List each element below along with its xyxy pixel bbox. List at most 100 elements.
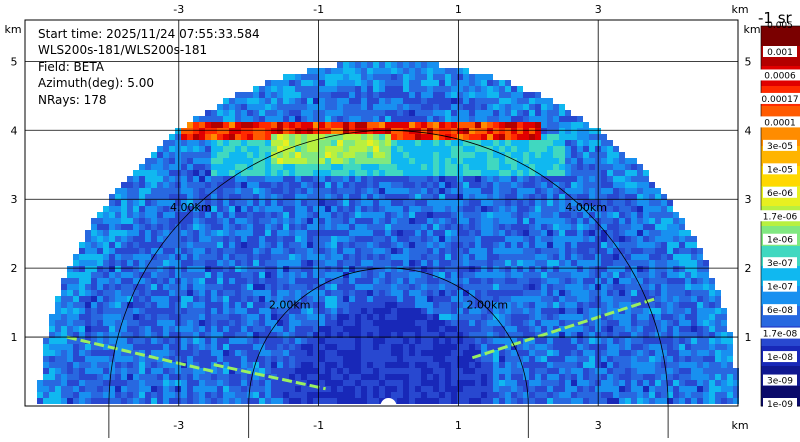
heatmap-cell xyxy=(169,380,175,386)
heatmap-cell xyxy=(271,140,277,146)
heatmap-cell xyxy=(601,182,607,188)
heatmap-cell xyxy=(307,152,313,158)
heatmap-cell xyxy=(319,98,325,104)
heatmap-cell xyxy=(439,98,445,104)
heatmap-cell xyxy=(481,158,487,164)
heatmap-cell xyxy=(517,326,523,332)
heatmap-cell xyxy=(481,128,487,134)
heatmap-cell xyxy=(439,260,445,266)
heatmap-cell xyxy=(193,344,199,350)
heatmap-cell xyxy=(301,122,307,128)
heatmap-cell xyxy=(187,278,193,284)
heatmap-cell xyxy=(607,380,613,386)
heatmap-cell xyxy=(661,338,667,344)
heatmap-cell xyxy=(73,350,79,356)
heatmap-cell xyxy=(457,122,463,128)
heatmap-cell xyxy=(319,362,325,368)
heatmap-cell xyxy=(313,314,319,320)
heatmap-cell xyxy=(349,86,355,92)
heatmap-cell xyxy=(499,92,505,98)
heatmap-cell xyxy=(295,254,301,260)
heatmap-cell xyxy=(67,380,73,386)
heatmap-cell xyxy=(133,326,139,332)
heatmap-cell xyxy=(469,98,475,104)
heatmap-cell xyxy=(349,290,355,296)
heatmap-cell xyxy=(367,230,373,236)
heatmap-cell xyxy=(439,320,445,326)
heatmap-cell xyxy=(277,194,283,200)
heatmap-cell xyxy=(361,338,367,344)
heatmap-cell xyxy=(361,380,367,386)
heatmap-cell xyxy=(319,86,325,92)
heatmap-cell xyxy=(181,182,187,188)
heatmap-cell xyxy=(529,254,535,260)
heatmap-cell xyxy=(517,248,523,254)
heatmap-cell xyxy=(349,242,355,248)
heatmap-cell xyxy=(499,80,505,86)
heatmap-cell xyxy=(187,338,193,344)
heatmap-cell xyxy=(295,242,301,248)
heatmap-cell xyxy=(649,302,655,308)
heatmap-cell xyxy=(265,332,271,338)
heatmap-cell xyxy=(463,92,469,98)
heatmap-cell xyxy=(229,104,235,110)
heatmap-cell xyxy=(511,326,517,332)
heatmap-cell xyxy=(253,386,259,392)
heatmap-cell xyxy=(451,140,457,146)
heatmap-cell xyxy=(433,374,439,380)
heatmap-cell xyxy=(403,380,409,386)
heatmap-cell xyxy=(415,308,421,314)
heatmap-cell xyxy=(229,386,235,392)
heatmap-cell xyxy=(505,110,511,116)
heatmap-cell xyxy=(103,350,109,356)
heatmap-cell xyxy=(253,278,259,284)
heatmap-cell xyxy=(193,254,199,260)
heatmap-cell xyxy=(325,86,331,92)
heatmap-cell xyxy=(55,362,61,368)
heatmap-cell xyxy=(619,272,625,278)
heatmap-cell xyxy=(613,146,619,152)
heatmap-cell xyxy=(379,242,385,248)
heatmap-cell xyxy=(145,218,151,224)
heatmap-cell xyxy=(649,350,655,356)
heatmap-cell xyxy=(229,194,235,200)
heatmap-cell xyxy=(415,356,421,362)
heatmap-cell xyxy=(283,296,289,302)
heatmap-cell xyxy=(355,278,361,284)
heatmap-cell xyxy=(109,248,115,254)
heatmap-cell xyxy=(139,296,145,302)
heatmap-cell xyxy=(391,104,397,110)
heatmap-cell xyxy=(613,182,619,188)
heatmap-cell xyxy=(319,338,325,344)
heatmap-cell xyxy=(157,374,163,380)
heatmap-cell xyxy=(559,308,565,314)
heatmap-cell xyxy=(409,158,415,164)
heatmap-cell xyxy=(181,194,187,200)
heatmap-cell xyxy=(259,152,265,158)
heatmap-cell xyxy=(379,134,385,140)
heatmap-cell xyxy=(343,326,349,332)
heatmap-cell xyxy=(493,266,499,272)
heatmap-cell xyxy=(559,242,565,248)
heatmap-cell xyxy=(553,242,559,248)
heatmap-cell xyxy=(463,230,469,236)
heatmap-cell xyxy=(397,242,403,248)
heatmap-cell xyxy=(415,380,421,386)
heatmap-cell xyxy=(157,266,163,272)
heatmap-cell xyxy=(577,122,583,128)
heatmap-cell xyxy=(331,326,337,332)
heatmap-cell xyxy=(289,284,295,290)
heatmap-cell xyxy=(625,356,631,362)
heatmap-cell xyxy=(43,386,49,392)
heatmap-cell xyxy=(709,338,715,344)
heatmap-cell xyxy=(667,374,673,380)
heatmap-cell xyxy=(487,254,493,260)
heatmap-cell xyxy=(319,308,325,314)
heatmap-cell xyxy=(403,374,409,380)
heatmap-cell xyxy=(559,188,565,194)
heatmap-cell xyxy=(517,128,523,134)
heatmap-cell xyxy=(637,356,643,362)
heatmap-cell xyxy=(511,380,517,386)
heatmap-cell xyxy=(415,338,421,344)
heatmap-cell xyxy=(589,170,595,176)
